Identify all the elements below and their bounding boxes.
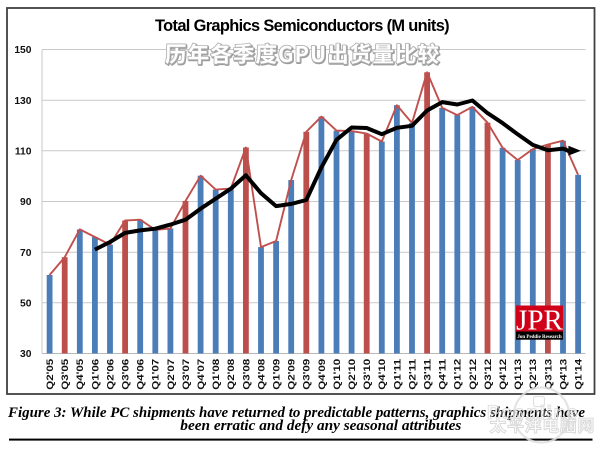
svg-text:110: 110 bbox=[15, 146, 32, 157]
svg-text:Q4'12: Q4'12 bbox=[497, 359, 508, 390]
svg-text:Total Graphics Semiconductors: Total Graphics Semiconductors (M units) bbox=[155, 17, 449, 35]
svg-text:Q4'13: Q4'13 bbox=[557, 359, 568, 390]
svg-text:Q4'07: Q4'07 bbox=[195, 359, 206, 390]
svg-text:Q4'10: Q4'10 bbox=[376, 359, 387, 390]
svg-text:Q4'11: Q4'11 bbox=[437, 359, 448, 390]
svg-text:Q4'06: Q4'06 bbox=[135, 359, 146, 390]
svg-text:Q1'06: Q1'06 bbox=[89, 359, 100, 390]
svg-text:Q1'11: Q1'11 bbox=[391, 359, 402, 390]
svg-text:90: 90 bbox=[20, 197, 32, 208]
svg-text:Q2'06: Q2'06 bbox=[104, 359, 115, 390]
svg-text:Q3'07: Q3'07 bbox=[180, 359, 191, 390]
svg-text:Q3'09: Q3'09 bbox=[301, 359, 312, 390]
svg-text:Q2'11: Q2'11 bbox=[406, 359, 417, 390]
svg-text:Q3'12: Q3'12 bbox=[482, 359, 493, 390]
svg-text:Q1'07: Q1'07 bbox=[150, 359, 161, 390]
svg-text:Q4'08: Q4'08 bbox=[255, 359, 266, 390]
svg-text:Q1'08: Q1'08 bbox=[210, 359, 221, 390]
svg-text:Q3'05: Q3'05 bbox=[59, 359, 70, 390]
svg-text:been erratic and defy any seas: been erratic and defy any seasonal attri… bbox=[180, 418, 461, 434]
svg-text:Q4'05: Q4'05 bbox=[74, 359, 85, 390]
svg-text:Q3'06: Q3'06 bbox=[120, 359, 131, 390]
svg-text:Pconline: Pconline bbox=[487, 403, 579, 424]
svg-text:Q3'11: Q3'11 bbox=[422, 359, 433, 390]
svg-text:JPR: JPR bbox=[516, 305, 563, 337]
svg-text:Q4'09: Q4'09 bbox=[316, 359, 327, 390]
svg-text:Q1'10: Q1'10 bbox=[331, 359, 342, 390]
svg-text:Figure 3: While PC shipments h: Figure 3: While PC shipments have return… bbox=[7, 405, 585, 421]
svg-text:Q2'12: Q2'12 bbox=[467, 359, 478, 390]
svg-text:Q2'10: Q2'10 bbox=[346, 359, 357, 390]
svg-text:Q3'10: Q3'10 bbox=[361, 359, 372, 390]
svg-text:50: 50 bbox=[20, 298, 32, 309]
svg-text:30: 30 bbox=[20, 349, 32, 360]
svg-text:Q2'07: Q2'07 bbox=[165, 359, 176, 390]
svg-text:Q2'08: Q2'08 bbox=[225, 359, 236, 390]
svg-text:Q2'05: Q2'05 bbox=[44, 359, 55, 390]
svg-text:Jon Peddie Research: Jon Peddie Research bbox=[517, 335, 562, 340]
svg-text:Q1'13: Q1'13 bbox=[512, 359, 523, 390]
svg-text:Q2'13: Q2'13 bbox=[527, 359, 538, 390]
svg-text:Q1'12: Q1'12 bbox=[452, 359, 463, 390]
svg-text:Q3'08: Q3'08 bbox=[240, 359, 251, 390]
svg-text:Q1'14: Q1'14 bbox=[573, 358, 584, 390]
svg-text:Q1'09: Q1'09 bbox=[271, 359, 282, 390]
svg-text:Q2'09: Q2'09 bbox=[286, 359, 297, 390]
svg-text:150: 150 bbox=[14, 45, 31, 56]
svg-text:70: 70 bbox=[20, 248, 32, 259]
svg-text:Q3'13: Q3'13 bbox=[542, 359, 553, 390]
svg-text:130: 130 bbox=[14, 96, 31, 107]
